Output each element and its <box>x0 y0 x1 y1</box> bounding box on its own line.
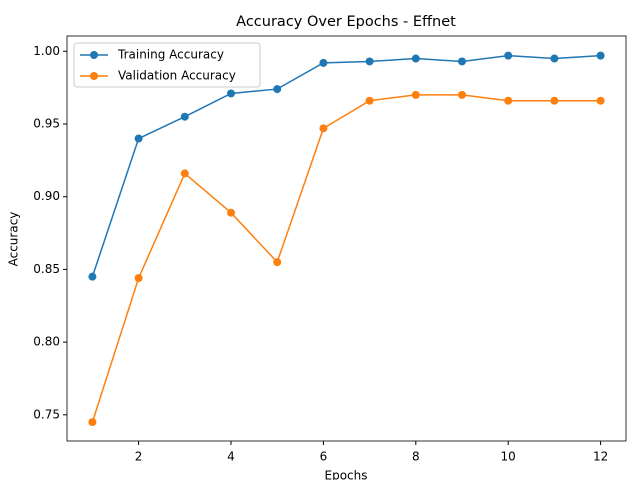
x-tick-label: 12 <box>593 450 608 464</box>
data-point <box>180 112 189 121</box>
y-tick-label: 0.95 <box>33 116 60 130</box>
y-tick-label: 0.85 <box>33 262 60 276</box>
x-tick-label: 2 <box>135 450 143 464</box>
legend-label: Validation Accuracy <box>118 69 236 83</box>
data-point <box>273 85 282 94</box>
data-point <box>134 134 143 143</box>
x-tick-label: 8 <box>412 450 420 464</box>
legend-label: Training Accuracy <box>117 48 224 62</box>
series-line <box>91 94 601 423</box>
data-point <box>411 90 420 99</box>
data-point <box>365 57 374 66</box>
x-tick-label: 4 <box>227 450 235 464</box>
data-point <box>88 418 97 427</box>
data-point <box>504 51 513 60</box>
data-point <box>134 274 143 283</box>
data-point <box>550 96 559 105</box>
legend-marker <box>90 51 98 59</box>
y-tick-label: 0.75 <box>33 407 60 421</box>
data-point <box>411 54 420 63</box>
data-point <box>457 90 466 99</box>
legend-box <box>73 42 261 88</box>
data-point <box>596 96 605 105</box>
x-tick-label: 10 <box>501 450 516 464</box>
y-axis-label: Accuracy <box>7 212 21 267</box>
data-point <box>227 89 236 98</box>
data-point <box>550 54 559 63</box>
series-line <box>91 54 601 277</box>
data-point <box>273 258 282 267</box>
plot-frame <box>66 35 627 442</box>
data-point <box>88 272 97 281</box>
data-point <box>596 51 605 60</box>
data-point <box>227 208 236 217</box>
data-point <box>319 124 328 133</box>
data-point <box>180 169 189 178</box>
legend-marker <box>90 72 98 80</box>
data-point <box>365 96 374 105</box>
x-tick-label: 6 <box>320 450 328 464</box>
data-point <box>457 57 466 66</box>
y-tick-label: 0.80 <box>33 335 60 349</box>
y-tick-label: 1.00 <box>33 44 60 58</box>
chart-title: Accuracy Over Epochs - Effnet <box>236 14 456 30</box>
y-tick-label: 0.90 <box>33 189 60 203</box>
data-point <box>319 58 328 67</box>
data-point <box>504 96 513 105</box>
x-axis-label: Epochs <box>325 469 368 480</box>
